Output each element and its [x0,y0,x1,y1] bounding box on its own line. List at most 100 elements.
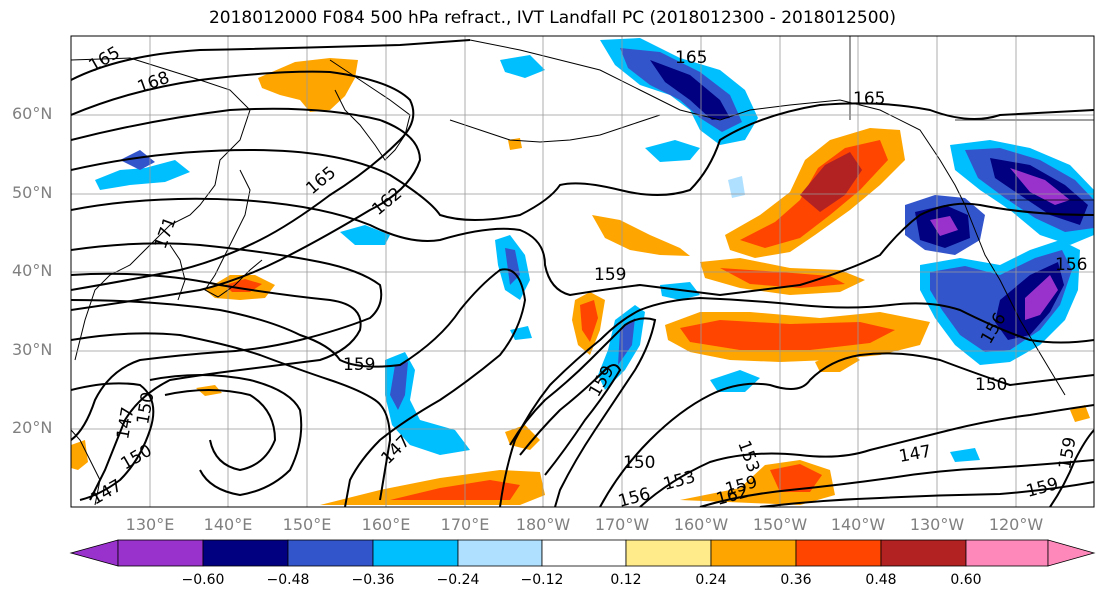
anomaly-patch [800,152,862,212]
coastline-japan [204,169,263,298]
contour-label: 153 [733,438,763,475]
contour-line [639,404,1094,507]
contour-line [71,70,415,291]
contour-label: 150 [975,375,1007,395]
height-contours [71,39,1094,507]
colorbar-segment [541,539,627,567]
contour-label: 162 [714,482,751,510]
lon-label: 170°E [440,515,490,534]
colorbar-segment [795,539,882,567]
contour-label: 165 [853,89,885,109]
lat-label: 40°N [12,261,53,280]
colorbar-segment [457,539,543,567]
lon-label: 140°E [203,515,253,534]
lon-label: 170°W [594,515,650,534]
anomaly-patch [680,320,895,350]
graticule [71,36,1094,507]
colorbar-tick-label: 0.24 [695,572,727,588]
contour-line [699,459,1094,507]
anomaly-patch [390,480,520,500]
anomaly-patch [225,279,262,292]
lat-label: 60°N [12,104,53,123]
colorbar-segment [202,539,289,567]
map-frame [70,35,1095,508]
anomaly-patch [1025,275,1058,320]
contour-line [71,268,527,507]
colorbar-tick-label: −0.24 [436,572,480,588]
anomaly-patch [650,60,730,120]
anomaly-patch [71,440,88,470]
lat-label: 50°N [12,183,53,202]
contour-line [71,107,422,311]
political-borders [849,36,1094,201]
contour-line [519,364,622,476]
contour-line [71,382,155,501]
lon-label: 160°W [673,515,729,534]
contour-label: 147 [897,442,932,467]
anomaly-patch [770,464,822,492]
contour-line [71,102,1094,221]
lat-label: 20°N [12,418,53,437]
contour-line [71,272,362,501]
contour-line [499,296,1094,507]
contour-label: 171 [151,214,181,251]
anomaly-patch [950,448,980,462]
contour-line [71,197,1094,297]
lon-label: 180°W [515,515,571,534]
contour-label: 150 [623,453,655,473]
colorbar-tick-label: −0.60 [181,572,225,588]
contour-label: 156 [616,484,653,512]
anomaly-patch [258,58,358,112]
contour-line [149,374,303,497]
colorbar-segment [965,539,1049,567]
colorbar-segment [880,539,967,567]
colorbar-segment [117,539,204,567]
anomaly-patch [1010,168,1070,205]
contour-label: 150 [133,390,158,425]
lon-label: 150°E [282,515,332,534]
colorbar-segment [287,539,374,567]
colorbar-tick-label: −0.48 [266,572,310,588]
colorbar-extend-low [69,539,119,567]
anomaly-patch [592,215,690,256]
lon-label: 120°W [988,515,1044,534]
contour-label: 159 [594,265,626,285]
aleutian-chain [449,114,661,143]
coastline-kamchatka [329,59,411,161]
contour-line [1049,429,1094,507]
coastline-philippines [71,429,101,506]
colorbar-tick-label: 0.48 [865,572,897,588]
colorbar-tick-label: 0.12 [610,572,642,588]
colorbar-segment [710,539,797,567]
coastline-alaska [469,39,1066,396]
colorbar-tick-label: −0.12 [520,572,564,588]
anomaly-patch [645,140,700,162]
anomaly-patch [340,225,390,245]
lat-label: 30°N [12,340,53,359]
contour-label: 159 [1055,435,1080,470]
ivt-negative-shading [95,38,1094,462]
colorbar-tick-label: 0.36 [780,572,812,588]
colorbar-tick-label: −0.36 [351,572,395,588]
anomaly-patch [1070,405,1090,422]
anomaly-patch [710,370,760,392]
lon-label: 160°E [361,515,411,534]
contour-line [71,39,471,81]
anomaly-patch [500,55,545,78]
anomaly-patch [390,362,408,410]
anomaly-patch [728,176,745,198]
contour-label: 165 [302,163,340,199]
map-plot-area: 165 168 165 162 165 171 159 159 147 150 … [71,36,1094,512]
lon-label: 130°E [125,515,175,534]
lon-label: 130°W [909,515,965,534]
contour-label: 168 [135,68,172,98]
anomaly-patch [120,150,155,170]
lon-label: 150°W [752,515,808,534]
colorbar-segment [372,539,459,567]
colorbar-extend-high [1047,539,1096,567]
contour-label: 156 [1055,255,1087,275]
contour-label: 159 [343,355,375,375]
colorbar-tick-label: 0.60 [950,572,982,588]
anomaly-patch [720,268,845,288]
